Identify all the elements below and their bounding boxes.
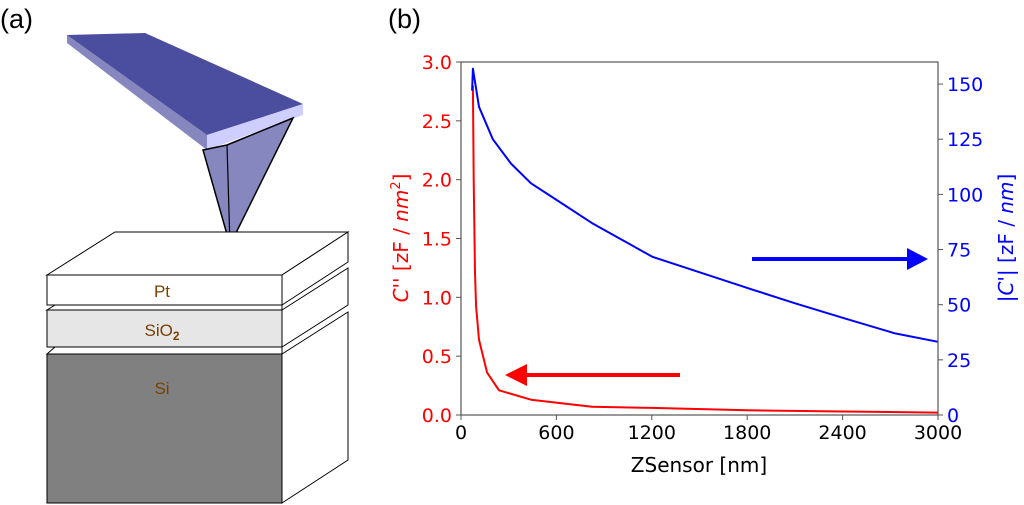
y-left-tick-label: 1.0 (422, 287, 452, 309)
y-right-tick-label: 75 (947, 240, 971, 262)
panel-b-label: (b) (388, 4, 421, 34)
pt-layer (46, 274, 283, 306)
x-tick-label: 2400 (818, 422, 866, 444)
y-right-tick-label: 100 (947, 184, 983, 206)
c1-series-line (471, 67, 939, 343)
sio2-label: SiO2 (144, 321, 179, 343)
panel-a-label: (a) (0, 4, 33, 34)
cantilever-top-face (67, 33, 303, 135)
afm-diagram: (a) Pt SiO2 Si (0, 4, 350, 504)
y-right-tick-label: 150 (947, 74, 983, 96)
si-label: Si (154, 379, 169, 398)
y-left-tick-label: 0.5 (422, 346, 452, 368)
pt-side-face (281, 231, 349, 306)
y-left-tick-label: 1.5 (422, 229, 452, 251)
y-right-tick-label: 0 (947, 405, 959, 427)
pt-label: Pt (154, 282, 170, 301)
x-tick-label: 600 (538, 422, 574, 444)
x-tick-label: 1800 (723, 422, 771, 444)
x-tick-label: 0 (455, 422, 467, 444)
y-axis-left-label: C'' [zF / nm2] (389, 174, 413, 303)
y-right-tick-label: 50 (947, 295, 971, 317)
si-side-face (281, 311, 349, 504)
cantilever-side-face (67, 35, 207, 150)
x-tick-label: 3000 (914, 422, 962, 444)
y-left-tick-label: 0.0 (422, 405, 452, 427)
c2-series-line (471, 85, 939, 414)
si-layer (46, 353, 283, 504)
left-arrow-icon (505, 364, 527, 386)
plot-frame (460, 61, 939, 416)
y-left-tick-label: 2.0 (422, 170, 452, 192)
y-right-tick-label: 25 (947, 350, 971, 372)
x-tick-label: 1200 (628, 422, 676, 444)
y-left-tick-label: 3.0 (422, 52, 452, 74)
sio2-side-face (281, 267, 349, 348)
tip-edge-line (226, 144, 231, 246)
right-arrow-icon (907, 248, 928, 270)
x-axis-label: ZSensor [nm] (631, 453, 767, 477)
y-axis-right-label: |C'| [zF / nm] (994, 174, 1018, 303)
y-right-tick-label: 125 (947, 129, 983, 151)
y-left-tick-label: 2.5 (422, 111, 452, 133)
afm-tip (202, 116, 295, 248)
cantilever-front-edge (207, 104, 303, 150)
